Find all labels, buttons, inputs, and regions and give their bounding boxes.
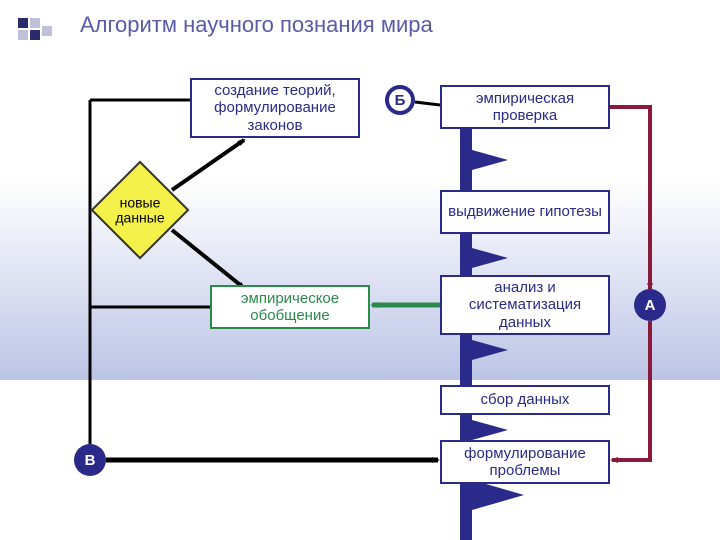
page-title: Алгоритм научного познания мира bbox=[80, 12, 433, 38]
edges-layer bbox=[0, 0, 720, 540]
diamond-label: новые данные bbox=[110, 195, 170, 224]
diamond-new-data: новые данные bbox=[91, 161, 190, 260]
edge-path-A bbox=[610, 107, 650, 289]
diagram-stage: Алгоритм научного познания мира создание … bbox=[0, 0, 720, 540]
box-hypoth: выдвижение гипотезы bbox=[440, 190, 610, 234]
box-analysis: анализ и систематизация данных bbox=[440, 275, 610, 335]
trunk-flag-4 bbox=[472, 480, 524, 510]
box-empcheck: эмпирическая проверка bbox=[440, 85, 610, 129]
edge-empcheck-to-B bbox=[415, 102, 440, 105]
trunk-flag-0 bbox=[472, 150, 508, 170]
trunk-flag-1 bbox=[472, 248, 508, 268]
edge-diamond-to-theory bbox=[172, 140, 244, 190]
box-empgen: эмпирическое обобщение bbox=[210, 285, 370, 329]
trunk-flag-2 bbox=[472, 340, 508, 360]
circle-V: В bbox=[74, 444, 106, 476]
box-collect: сбор данных bbox=[440, 385, 610, 415]
circle-B: Б bbox=[385, 85, 415, 115]
edge-path-A-down bbox=[612, 321, 650, 460]
box-problem: формулирование проблемы bbox=[440, 440, 610, 484]
circle-A: А bbox=[634, 289, 666, 321]
trunk-flag-3 bbox=[472, 420, 508, 440]
decor-squares bbox=[18, 18, 58, 58]
edge-diamond-to-empgen bbox=[172, 230, 244, 288]
box-theory: создание теорий, формулирование законов bbox=[190, 78, 360, 138]
